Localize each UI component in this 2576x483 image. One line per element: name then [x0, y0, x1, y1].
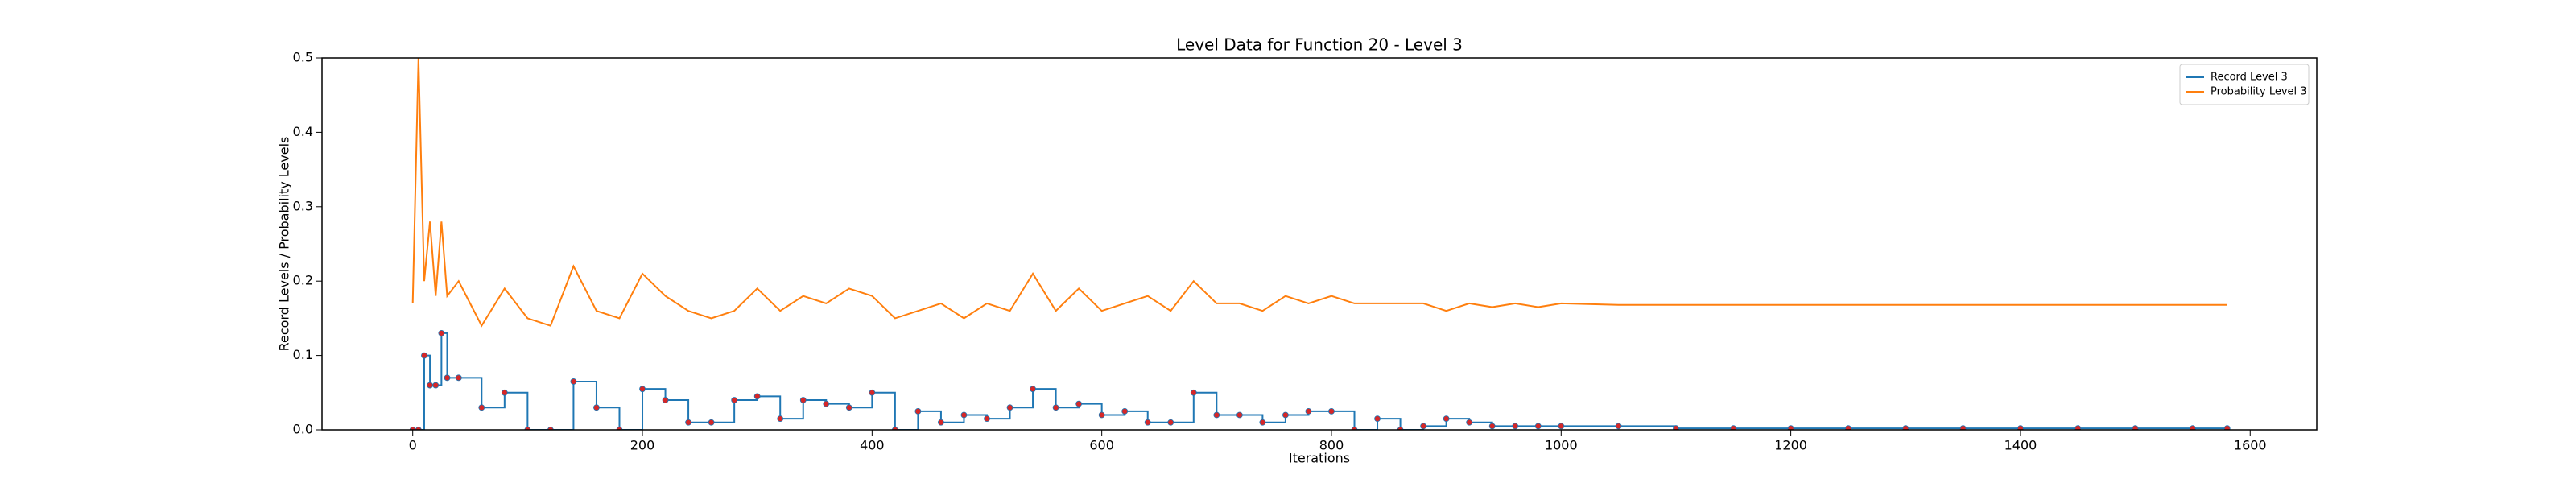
- record-point: [2017, 425, 2024, 430]
- record-point: [960, 411, 968, 419]
- record-point: [2190, 425, 2196, 430]
- record-point: [1121, 407, 1129, 415]
- record-point: [1787, 425, 1794, 430]
- line-series: [412, 332, 2227, 430]
- record-point: [1144, 419, 1151, 426]
- record-point: [1558, 423, 1565, 430]
- record-point: [1167, 419, 1174, 426]
- record-point: [1534, 423, 1542, 430]
- record-point: [1098, 411, 1105, 419]
- chart-title: Level Data for Function 20 - Level 3: [1176, 35, 1463, 55]
- plot-frame: [321, 57, 2318, 431]
- record-point: [1374, 415, 1381, 423]
- x-tick-label: 1200: [1774, 438, 1807, 453]
- record-point: [2074, 425, 2082, 430]
- x-tick-label: 600: [1089, 438, 1114, 453]
- record-point: [438, 329, 445, 336]
- x-tick-label: 800: [1319, 438, 1344, 453]
- record-point: [421, 352, 427, 359]
- record-point: [1466, 419, 1473, 426]
- record-point: [1959, 425, 1967, 430]
- x-tick-label: 1400: [2004, 438, 2037, 453]
- record-point: [1512, 423, 1519, 430]
- x-tick-label: 1000: [1545, 438, 1578, 453]
- record-point: [427, 382, 434, 389]
- record-point: [685, 419, 691, 426]
- record-point: [444, 374, 451, 382]
- x-tick-label: 1600: [2234, 438, 2267, 453]
- record-point: [1397, 427, 1404, 430]
- y-tick-label: 0.2: [293, 273, 313, 288]
- legend-box: [2179, 64, 2310, 105]
- y-axis-label: Record Levels / Probability Levels: [277, 137, 292, 352]
- record-point: [777, 415, 784, 423]
- record-point: [2223, 425, 2231, 430]
- record-point: [984, 415, 990, 423]
- record-point: [823, 400, 830, 407]
- record-point: [731, 397, 738, 403]
- record-point: [708, 419, 715, 426]
- record-point: [1351, 427, 1358, 430]
- record-point: [753, 393, 761, 400]
- record-point: [432, 382, 440, 389]
- y-tick-label: 0.0: [293, 422, 313, 437]
- record-point: [938, 419, 944, 426]
- record-point: [1328, 407, 1335, 415]
- record-point: [1075, 400, 1083, 407]
- y-tick-label: 0.1: [293, 347, 313, 362]
- y-tick-label: 0.3: [293, 198, 313, 213]
- y-tick-label: 0.5: [293, 50, 313, 65]
- record-point: [662, 397, 669, 403]
- record-point: [593, 404, 600, 411]
- y-tick-label: 0.4: [293, 124, 313, 139]
- record-point: [869, 389, 876, 396]
- record-point: [914, 407, 922, 415]
- record-point: [845, 404, 852, 411]
- x-tick-label: 200: [630, 438, 655, 453]
- record-point: [799, 397, 807, 403]
- record-point: [1443, 415, 1450, 423]
- record-point: [616, 427, 623, 430]
- x-tick-label: 0: [409, 438, 417, 453]
- record-point: [1213, 411, 1220, 419]
- record-point: [1030, 386, 1036, 393]
- record-point: [1052, 404, 1059, 411]
- record-point: [478, 404, 485, 411]
- record-point: [501, 389, 508, 396]
- record-point: [1006, 404, 1013, 411]
- record-point: [1420, 423, 1427, 430]
- record-point: [1730, 425, 1737, 430]
- record-point: [570, 378, 577, 385]
- record-point: [1282, 411, 1289, 419]
- record-point: [1488, 423, 1496, 430]
- record-point: [1190, 389, 1197, 396]
- record-point: [455, 374, 462, 382]
- line-series: [411, 58, 2227, 328]
- x-axis-label: Iterations: [1289, 451, 1350, 466]
- record-point: [1615, 423, 1622, 430]
- record-point: [1236, 411, 1243, 419]
- record-point: [409, 427, 416, 430]
- legend-label: Probability Level 3: [2211, 86, 2307, 98]
- record-point: [1902, 425, 1909, 430]
- x-tick-label: 400: [860, 438, 885, 453]
- record-point: [1845, 425, 1852, 430]
- record-point: [415, 427, 422, 430]
- record-point: [547, 427, 554, 430]
- legend-label: Record Level 3: [2211, 72, 2288, 84]
- record-point: [524, 427, 531, 430]
- record-point: [2132, 425, 2139, 430]
- record-point: [639, 386, 646, 393]
- record-point: [1673, 425, 1679, 430]
- record-point: [891, 427, 898, 430]
- record-point: [1259, 419, 1266, 426]
- record-point: [1305, 407, 1312, 415]
